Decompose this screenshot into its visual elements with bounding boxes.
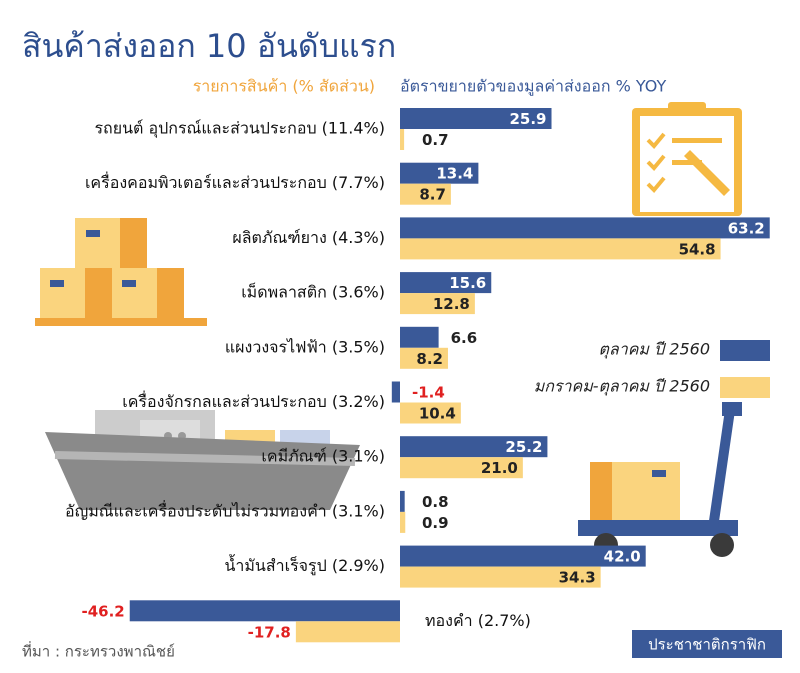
bar bbox=[400, 545, 646, 567]
value-label: 10.4 bbox=[419, 405, 456, 423]
legend-label: มกราคม-ตุลาคม ปี 2560 bbox=[534, 377, 710, 397]
category-label: น้ำมันสำเร็จรูป (2.9%) bbox=[224, 554, 385, 576]
category-label: เครื่องคอมพิวเตอร์และส่วนประกอบ (7.7%) bbox=[85, 171, 385, 192]
value-label: 0.9 bbox=[422, 514, 449, 532]
bar bbox=[400, 347, 448, 369]
category-label: รถยนต์ อุปกรณ์และส่วนประกอบ (11.4%) bbox=[94, 119, 385, 139]
brand: ประชาชาติกราฟิก bbox=[648, 636, 766, 654]
value-label: 63.2 bbox=[728, 219, 765, 237]
bar bbox=[400, 183, 451, 205]
bar bbox=[391, 381, 400, 403]
bar bbox=[400, 566, 601, 588]
bar bbox=[129, 600, 401, 622]
bar bbox=[400, 293, 475, 315]
category-label: แผงวงจรไฟฟ้า (3.5%) bbox=[225, 337, 385, 356]
bar bbox=[400, 217, 770, 239]
value-label: 0.7 bbox=[422, 131, 449, 149]
bar bbox=[400, 436, 548, 458]
category-header: รายการสินค้า (% สัดส่วน) bbox=[193, 77, 375, 96]
brand-box bbox=[632, 630, 782, 658]
category-label: เม็ดพลาสติก (3.6%) bbox=[241, 282, 385, 302]
bar bbox=[400, 129, 405, 150]
bar bbox=[400, 457, 523, 479]
legend-label: ตุลาคม ปี 2560 bbox=[599, 340, 710, 360]
boxes-icon bbox=[35, 218, 207, 326]
legend-swatch bbox=[720, 340, 770, 361]
value-label: 0.8 bbox=[422, 493, 449, 511]
chart-title: สินค้าส่งออก 10 อันดับแรก bbox=[22, 27, 396, 65]
value-label: -17.8 bbox=[248, 623, 291, 641]
value-label: 42.0 bbox=[604, 548, 641, 566]
bar bbox=[400, 326, 439, 348]
category-label: อัญมณีและเครื่องประดับไม่รวมทองคำ (3.1%) bbox=[65, 499, 385, 520]
bar bbox=[295, 621, 400, 643]
value-label: 34.3 bbox=[559, 569, 596, 587]
value-header: อัตราขยายตัวของมูลค่าส่งออก % YOY bbox=[400, 77, 667, 97]
value-label: 25.9 bbox=[509, 110, 546, 128]
ship-icon bbox=[45, 410, 360, 510]
clipboard-icon bbox=[632, 102, 742, 216]
value-label: 8.7 bbox=[419, 186, 446, 204]
value-label: -1.4 bbox=[412, 384, 445, 402]
category-label: ทองคำ (2.7%) bbox=[425, 611, 531, 630]
value-label: 15.6 bbox=[449, 274, 486, 292]
value-label: 6.6 bbox=[451, 329, 478, 347]
value-label: 25.2 bbox=[505, 438, 542, 456]
bar bbox=[400, 238, 721, 260]
category-label: เคมีภัณฑ์ (3.1%) bbox=[261, 447, 385, 466]
category-label: ผลิตภัณฑ์ยาง (4.3%) bbox=[232, 228, 385, 247]
bar bbox=[400, 108, 552, 129]
value-label: 54.8 bbox=[679, 240, 716, 258]
bar bbox=[400, 402, 461, 424]
value-label: 21.0 bbox=[481, 459, 518, 477]
legend-swatch bbox=[720, 377, 770, 398]
source: ที่มา : กระทรวงพาณิชย์ bbox=[22, 641, 175, 661]
bar bbox=[400, 511, 406, 533]
value-label: 12.8 bbox=[433, 295, 470, 313]
cart-icon bbox=[578, 402, 742, 557]
value-label: 13.4 bbox=[436, 165, 473, 183]
value-label: 8.2 bbox=[416, 350, 443, 368]
bar bbox=[400, 162, 479, 184]
category-label: เครื่องจักรกลและส่วนประกอบ (3.2%) bbox=[122, 390, 385, 411]
bar bbox=[400, 272, 492, 294]
value-label: -46.2 bbox=[81, 602, 124, 620]
bar bbox=[400, 490, 405, 512]
